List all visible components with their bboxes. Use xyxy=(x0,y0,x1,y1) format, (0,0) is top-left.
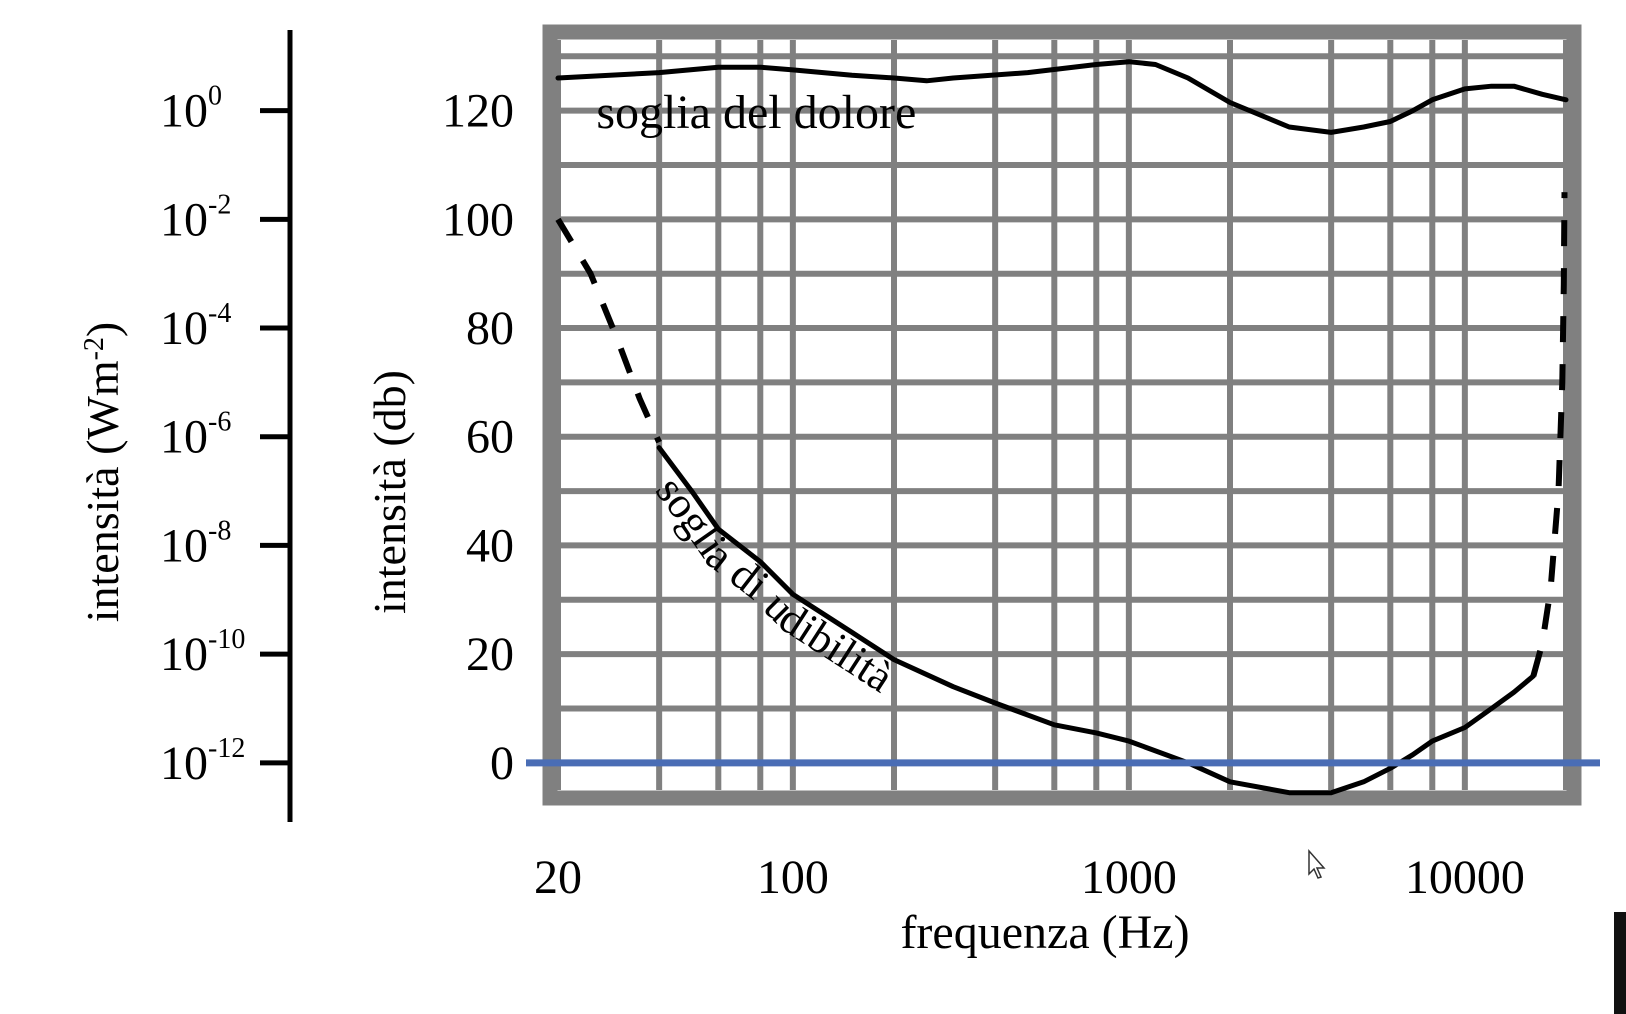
y-tick-label: 20 xyxy=(466,628,514,681)
threshold-curve xyxy=(656,445,1536,796)
intensity-tick-label: 10-8 xyxy=(160,515,231,572)
x-tick-label: 20 xyxy=(534,851,582,904)
y-tick-label: 100 xyxy=(442,193,514,246)
y-axis-tick-labels: 0 20 40 60 80 100 120 xyxy=(442,85,514,790)
intensity-tick-label: 10-12 xyxy=(160,733,245,790)
intensity-axis-label: intensità (Wm-2) xyxy=(77,322,128,623)
intensity-tick-label: 10-4 xyxy=(160,298,231,355)
x-axis-tick-labels: 20 100 1000 10000 xyxy=(534,851,1525,904)
intensity-axis-label-close: ) xyxy=(77,322,128,337)
y-tick-label: 40 xyxy=(466,519,514,572)
dashed-threshold-segment xyxy=(555,217,662,444)
intensity-tick-label: 10-2 xyxy=(160,189,231,246)
threshold-curve xyxy=(555,59,1569,135)
intensity-axis-label-exponent: -2 xyxy=(79,337,110,360)
x-tick-label: 1000 xyxy=(1081,851,1177,904)
intensity-tick-label: 10-10 xyxy=(160,624,245,681)
y-tick-label: 0 xyxy=(490,737,514,790)
x-tick-label: 100 xyxy=(757,851,829,904)
mouse-cursor-icon xyxy=(1308,849,1326,879)
x-axis-label: frequenza (Hz) xyxy=(900,906,1189,959)
grid xyxy=(555,40,1569,790)
y-tick-label: 120 xyxy=(442,85,514,138)
intensity-axis-ticks: 10-12 10-10 10-8 10-6 10-4 10-2 100 xyxy=(160,81,290,790)
intensity-axis-label-base: intensità (Wm xyxy=(77,360,128,622)
x-tick-label: 10000 xyxy=(1405,851,1525,904)
intensity-tick-label: 10-6 xyxy=(160,407,231,464)
dashed-threshold-segment xyxy=(1530,192,1568,677)
window-edge xyxy=(1614,912,1626,1014)
intensity-tick-label: 100 xyxy=(160,81,222,138)
y-tick-label: 80 xyxy=(466,302,514,355)
plot-frame xyxy=(542,24,1582,806)
series-group xyxy=(555,59,1569,796)
y-axis-label: intensità (db) xyxy=(364,370,415,614)
y-tick-label: 60 xyxy=(466,411,514,464)
pain-threshold-label: soglia del dolore xyxy=(596,86,916,139)
